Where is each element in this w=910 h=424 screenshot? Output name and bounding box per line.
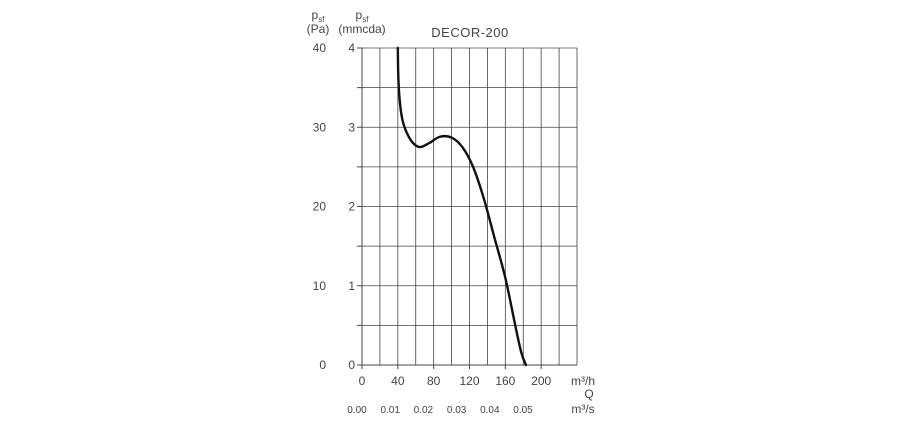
y-tick-label-mmcda: 3 [348, 120, 355, 134]
x-tick-label-m3s: 0.00 [347, 405, 367, 416]
x-tick-label-m3h: 120 [459, 374, 479, 388]
x-tick-label-m3h: 160 [495, 374, 515, 388]
y-axis-pa-symbol: psf [312, 8, 326, 24]
performance-curve [396, 46, 528, 367]
grid [362, 47, 578, 365]
x-axis-symbol-q: Q [584, 387, 593, 401]
y-axis-mmcda-symbol: psf [356, 8, 370, 24]
x-unit-m3s: m³/s [571, 402, 594, 416]
x-tick-label-m3s: 0.03 [447, 405, 467, 416]
axes [357, 47, 577, 369]
x-tick-label-m3s: 0.02 [414, 405, 434, 416]
y-tick-label-pa: 20 [313, 200, 327, 214]
x-tick-label-m3s: 0.05 [513, 405, 533, 416]
chart-title: DECOR-200 [431, 25, 508, 40]
y-tick-label-mmcda: 2 [348, 200, 355, 214]
y-tick-label-mmcda: 1 [348, 279, 355, 293]
x-tick-label-m3h: 0 [359, 374, 366, 388]
x-tick-label-m3h: 200 [531, 374, 551, 388]
y-axis-pa-unit: (Pa) [307, 22, 330, 36]
y-tick-label-mmcda: 4 [348, 41, 355, 55]
x-tick-label-m3s: 0.01 [380, 405, 400, 416]
y-tick-label-pa: 30 [313, 120, 327, 134]
x-unit-m3h: m³/h [571, 374, 595, 388]
y-tick-label-pa: 0 [319, 358, 326, 372]
y-tick-label-mmcda: 0 [348, 358, 355, 372]
series [396, 46, 528, 367]
x-tick-label-m3h: 80 [427, 374, 441, 388]
y-axis-mmcda-unit: (mmcda) [338, 22, 385, 36]
x-tick-label-m3s: 0.04 [480, 405, 500, 416]
y-tick-label-pa: 10 [313, 279, 327, 293]
x-tick-label-m3h: 40 [391, 374, 405, 388]
y-tick-label-pa: 40 [313, 41, 327, 55]
